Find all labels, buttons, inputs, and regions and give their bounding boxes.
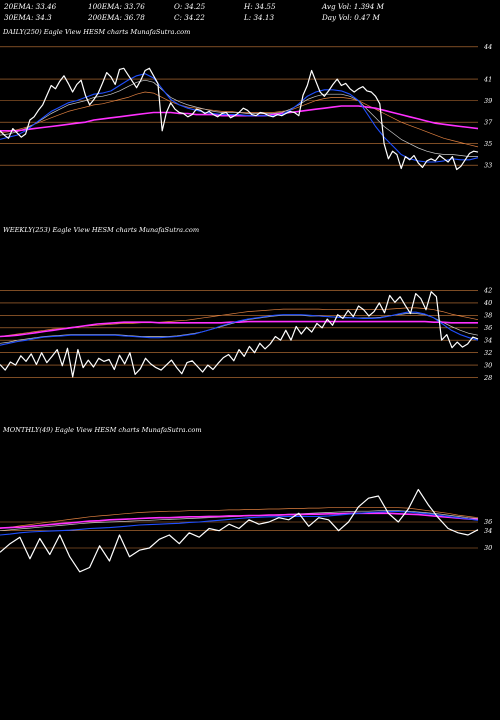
daily-tick-label: 44 bbox=[483, 43, 492, 51]
daily-chart-title: DAILY(250) Eagle View HESM charts Munafa… bbox=[3, 28, 191, 36]
daily-tick-label: 37 bbox=[484, 118, 493, 126]
daily-tick-label: 39 bbox=[484, 97, 492, 105]
weekly-tick-label: 34 bbox=[484, 336, 492, 344]
daily-ema-short-line bbox=[0, 73, 479, 163]
weekly-ema-200-line bbox=[0, 320, 478, 338]
weekly-chart-title: WEEKLY(253) Eagle View HESM charts Munaf… bbox=[3, 226, 200, 234]
daily-ema-mid-line bbox=[0, 79, 478, 157]
weekly-tick-label: 30 bbox=[484, 361, 492, 369]
monthly-price-line bbox=[0, 488, 479, 573]
stat-close: C: 34.22 bbox=[174, 13, 205, 22]
monthly-tick-label: 30 bbox=[484, 544, 492, 552]
weekly-tick-label: 40 bbox=[483, 299, 492, 307]
weekly-tick-label: 32 bbox=[484, 349, 492, 357]
monthly-ema-200-line bbox=[0, 512, 479, 529]
daily-chart: 44 41 39 37 35 33 bbox=[0, 43, 493, 171]
stat-day-vol: Day Vol: 0.47 M bbox=[322, 13, 380, 22]
monthly-tick-label: 34 bbox=[484, 527, 492, 535]
monthly-ema-short-line bbox=[0, 511, 479, 536]
weekly-price-line bbox=[0, 291, 479, 378]
weekly-chart: 42 40 38 36 34 32 30 28 bbox=[0, 287, 492, 382]
stat-high: H: 34.55 bbox=[244, 2, 276, 11]
stat-100ema: 100EMA: 33.76 bbox=[88, 2, 145, 11]
daily-tick-label: 41 bbox=[483, 75, 492, 83]
stat-low: L: 34.13 bbox=[244, 13, 275, 22]
daily-ema-long-line bbox=[0, 91, 479, 148]
stat-avg-vol: Avg Vol: 1.394 M bbox=[322, 2, 384, 11]
weekly-tick-label: 36 bbox=[484, 324, 492, 332]
daily-price-line bbox=[0, 67, 479, 171]
weekly-tick-label: 28 bbox=[483, 374, 492, 382]
daily-ema-200-line bbox=[0, 105, 479, 132]
weekly-tick-label: 38 bbox=[484, 312, 492, 320]
weekly-tick-label: 42 bbox=[483, 287, 492, 295]
stat-30ema: 30EMA: 34.3 bbox=[4, 13, 52, 22]
stat-20ema: 20EMA: 33.46 bbox=[4, 2, 57, 11]
daily-tick-label: 33 bbox=[484, 161, 492, 169]
monthly-tick-label: 36 bbox=[484, 518, 492, 526]
monthly-chart-title: MONTHLY(49) Eagle View HESM charts Munaf… bbox=[3, 426, 202, 434]
daily-tick-label: 35 bbox=[484, 140, 492, 148]
monthly-ema-long-line bbox=[0, 506, 479, 529]
stat-open: O: 34.25 bbox=[174, 2, 206, 11]
weekly-ema-short-line bbox=[0, 311, 479, 346]
stat-200ema: 200EMA: 36.78 bbox=[88, 13, 145, 22]
